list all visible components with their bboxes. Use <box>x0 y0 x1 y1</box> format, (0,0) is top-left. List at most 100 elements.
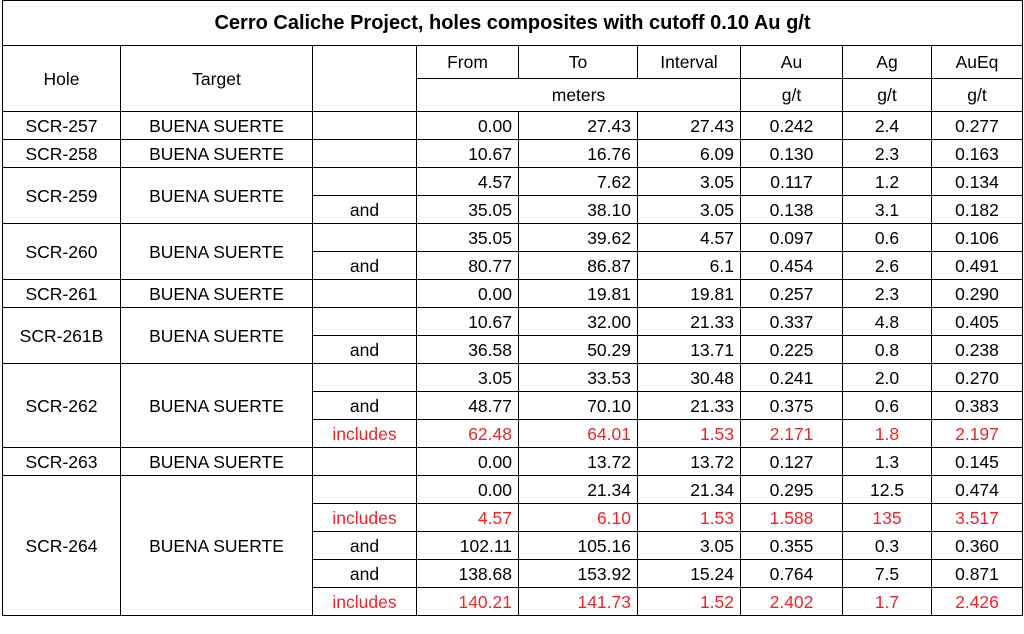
aueq-cell: 2.426 <box>931 587 1023 616</box>
target-cell: BUENA SUERTE <box>120 307 313 364</box>
aueq-cell: 0.491 <box>931 251 1023 280</box>
au-cell: 0.355 <box>740 531 843 560</box>
ag-cell: 2.6 <box>842 251 932 280</box>
aueq-cell: 0.360 <box>931 531 1023 560</box>
header-hole: Hole <box>2 45 121 112</box>
ag-cell: 2.0 <box>842 363 932 392</box>
au-cell: 0.097 <box>740 223 843 252</box>
qualifier-cell: and <box>312 251 417 280</box>
header-ag-unit: g/t <box>842 78 932 112</box>
header-to: To <box>518 45 638 79</box>
table-title: Cerro Caliche Project, holes composites … <box>2 0 1023 46</box>
to-cell: 50.29 <box>518 335 638 364</box>
aueq-cell: 0.134 <box>931 167 1023 196</box>
interval-cell: 21.33 <box>637 307 741 336</box>
table-row: and 48.77 70.10 21.33 0.375 0.6 0.383 <box>3 391 1023 420</box>
from-cell: 35.05 <box>416 223 519 252</box>
table-row: SCR-258 BUENA SUERTE 10.67 16.76 6.09 0.130 2.… <box>2 139 1023 168</box>
au-cell: 0.241 <box>740 363 843 392</box>
qualifier-cell: and <box>312 391 417 420</box>
table-row: SCR-260 BUENA SUERTE 35.05 39.62 4.57 0.097 0.… <box>2 223 1023 280</box>
aueq-cell: 0.290 <box>931 279 1023 308</box>
table-row: SCR-257 BUENA SUERTE 0.00 27.43 27.43 0.242 2.… <box>2 111 1023 140</box>
interval-cell: 6.09 <box>637 139 741 168</box>
qualifier-cell <box>312 111 417 140</box>
to-cell: 7.62 <box>518 167 638 196</box>
from-cell: 62.48 <box>416 419 519 448</box>
table-row: and 35.05 38.10 3.05 0.138 3.1 0.182 <box>3 195 1023 224</box>
header-interval: Interval <box>637 45 741 79</box>
to-cell: 32.00 <box>518 307 638 336</box>
qualifier-cell <box>312 167 417 196</box>
au-cell: 2.171 <box>740 419 843 448</box>
au-cell: 0.130 <box>740 139 843 168</box>
au-cell: 0.764 <box>740 559 843 588</box>
aueq-cell: 0.238 <box>931 335 1023 364</box>
au-cell: 0.138 <box>740 195 843 224</box>
aueq-cell: 2.197 <box>931 419 1023 448</box>
table-row: SCR-263 BUENA SUERTE 0.00 13.72 13.72 0.127 1.… <box>2 447 1023 476</box>
table-row: SCR-261 BUENA SUERTE 0.00 19.81 19.81 0.257 2.… <box>2 279 1023 308</box>
qualifier-cell <box>312 139 417 168</box>
ag-cell: 2.4 <box>842 111 932 140</box>
from-cell: 80.77 <box>416 251 519 280</box>
to-cell: 38.10 <box>518 195 638 224</box>
table-row: and 36.58 50.29 13.71 0.225 0.8 0.238 <box>3 335 1023 364</box>
aueq-cell: 0.163 <box>931 139 1023 168</box>
aueq-cell: 0.270 <box>931 363 1023 392</box>
qualifier-cell: and <box>312 195 417 224</box>
target-cell: BUENA SUERTE <box>120 279 313 308</box>
qualifier-cell <box>312 307 417 336</box>
table-row: SCR-264 BUENA SUERTE 0.00 21.34 21.34 0.295 12… <box>2 475 1023 616</box>
qualifier-cell <box>312 363 417 392</box>
interval-cell: 13.72 <box>637 447 741 476</box>
from-cell: 4.57 <box>416 167 519 196</box>
aueq-cell: 0.405 <box>931 307 1023 336</box>
interval-cell: 3.05 <box>637 167 741 196</box>
header-meters-unit: meters <box>416 78 741 112</box>
interval-cell: 3.05 <box>637 531 741 560</box>
from-cell: 0.00 <box>416 111 519 140</box>
ag-cell: 2.3 <box>842 139 932 168</box>
from-cell: 0.00 <box>416 447 519 476</box>
qualifier-cell: and <box>312 531 417 560</box>
ag-cell: 12.5 <box>842 475 932 504</box>
header-from: From <box>416 45 519 79</box>
ag-cell: 4.8 <box>842 307 932 336</box>
from-cell: 48.77 <box>416 391 519 420</box>
from-cell: 0.00 <box>416 475 519 504</box>
au-cell: 0.117 <box>740 167 843 196</box>
target-cell: BUENA SUERTE <box>120 111 313 140</box>
to-cell: 27.43 <box>518 111 638 140</box>
ag-cell: 1.7 <box>842 587 932 616</box>
table-row: SCR-259 BUENA SUERTE 4.57 7.62 3.05 0.117 1.2 0… <box>2 167 1023 224</box>
hole-cell: SCR-258 <box>2 139 121 168</box>
to-cell: 6.10 <box>518 503 638 532</box>
to-cell: 70.10 <box>518 391 638 420</box>
to-cell: 64.01 <box>518 419 638 448</box>
target-cell: BUENA SUERTE <box>120 223 313 280</box>
aueq-cell: 0.182 <box>931 195 1023 224</box>
au-cell: 0.127 <box>740 447 843 476</box>
qualifier-cell <box>312 447 417 476</box>
target-cell: BUENA SUERTE <box>120 167 313 224</box>
from-cell: 102.11 <box>416 531 519 560</box>
interval-cell: 1.52 <box>637 587 741 616</box>
au-cell: 1.588 <box>740 503 843 532</box>
hole-cell: SCR-261 <box>2 279 121 308</box>
hole-cell: SCR-261B <box>2 307 121 364</box>
header-qualifier <box>312 45 417 112</box>
from-cell: 36.58 <box>416 335 519 364</box>
au-cell: 0.375 <box>740 391 843 420</box>
interval-cell: 30.48 <box>637 363 741 392</box>
interval-cell: 6.1 <box>637 251 741 280</box>
table-row: includes 4.57 6.10 1.53 1.588 135 3.517 <box>3 503 1023 532</box>
ag-cell: 1.3 <box>842 447 932 476</box>
table-row: includes 140.21 141.73 1.52 2.402 1.7 2.426 <box>3 587 1023 616</box>
au-cell: 0.257 <box>740 279 843 308</box>
ag-cell: 1.8 <box>842 419 932 448</box>
header-target: Target <box>120 45 313 112</box>
header-au: Au <box>740 45 843 79</box>
table-row: and 138.68 153.92 15.24 0.764 7.5 0.871 <box>3 559 1023 588</box>
table-row: SCR-261B BUENA SUERTE 10.67 32.00 21.33 0.337… <box>2 307 1023 364</box>
